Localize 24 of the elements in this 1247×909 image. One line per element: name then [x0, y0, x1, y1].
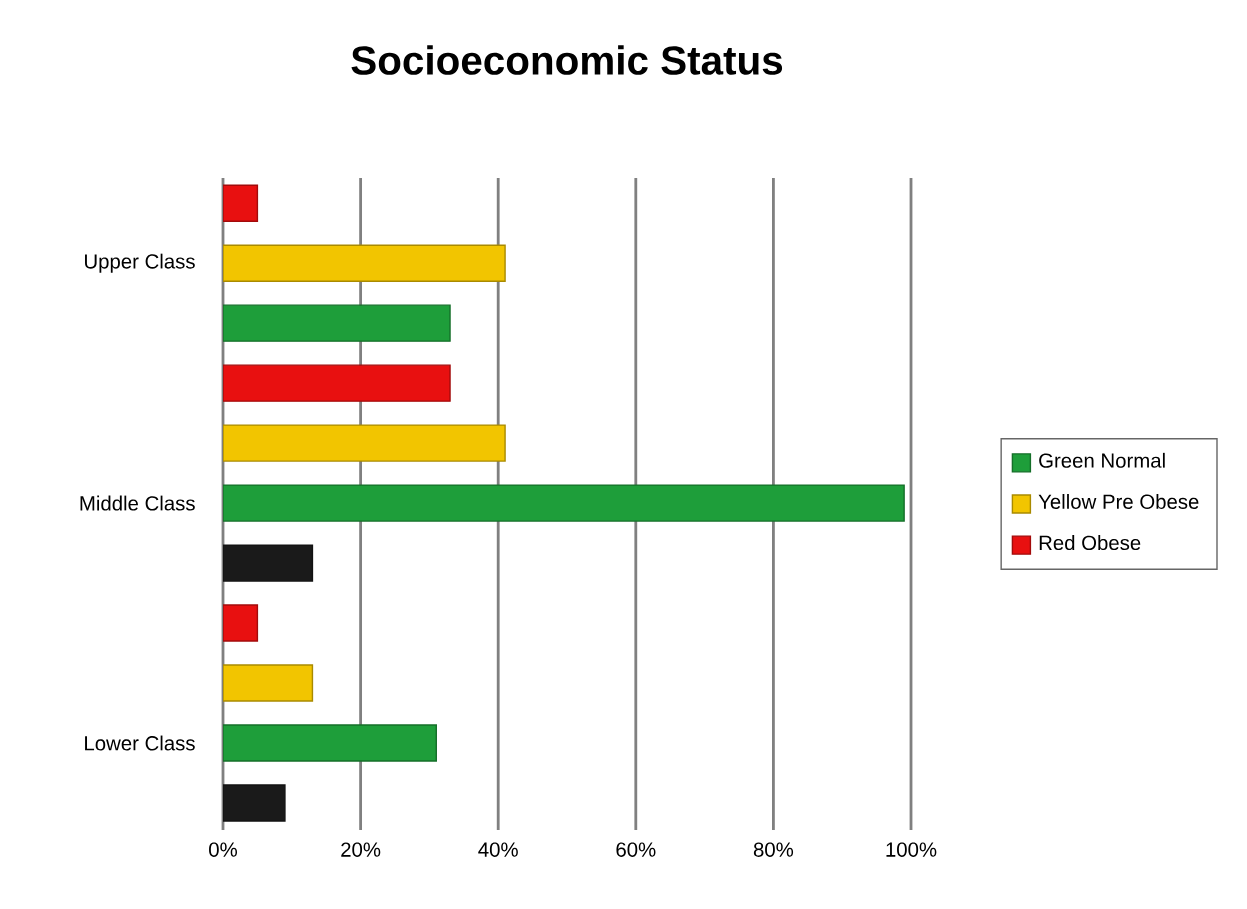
bar — [223, 724, 437, 762]
bar — [223, 784, 286, 822]
bar — [223, 604, 259, 642]
bar — [223, 664, 314, 702]
bar — [223, 544, 314, 582]
bar — [223, 364, 451, 402]
bar — [223, 484, 905, 522]
y-tick-label: Upper Class — [85, 253, 195, 273]
x-tick-label: 40% — [478, 842, 518, 857]
legend-label: Red Obese — [1039, 535, 1141, 551]
x-tick-label: 20% — [341, 842, 381, 857]
bar — [223, 244, 506, 282]
legend-label: Green Normal — [1039, 452, 1165, 468]
x-tick-label: 60% — [616, 842, 656, 857]
bar — [223, 424, 506, 462]
legend-label: Yellow Pre Obese — [1038, 493, 1199, 509]
bar — [223, 304, 451, 342]
x-tick-label: 80% — [753, 842, 794, 857]
y-tick-label: Lower Class — [85, 735, 195, 751]
chart-title: Socioeconomic Status — [351, 45, 783, 75]
x-tick-label: 0% — [209, 842, 238, 857]
bar — [223, 184, 259, 222]
y-tick-label: Middle Class — [80, 495, 195, 511]
x-tick-label: 100% — [886, 842, 937, 857]
